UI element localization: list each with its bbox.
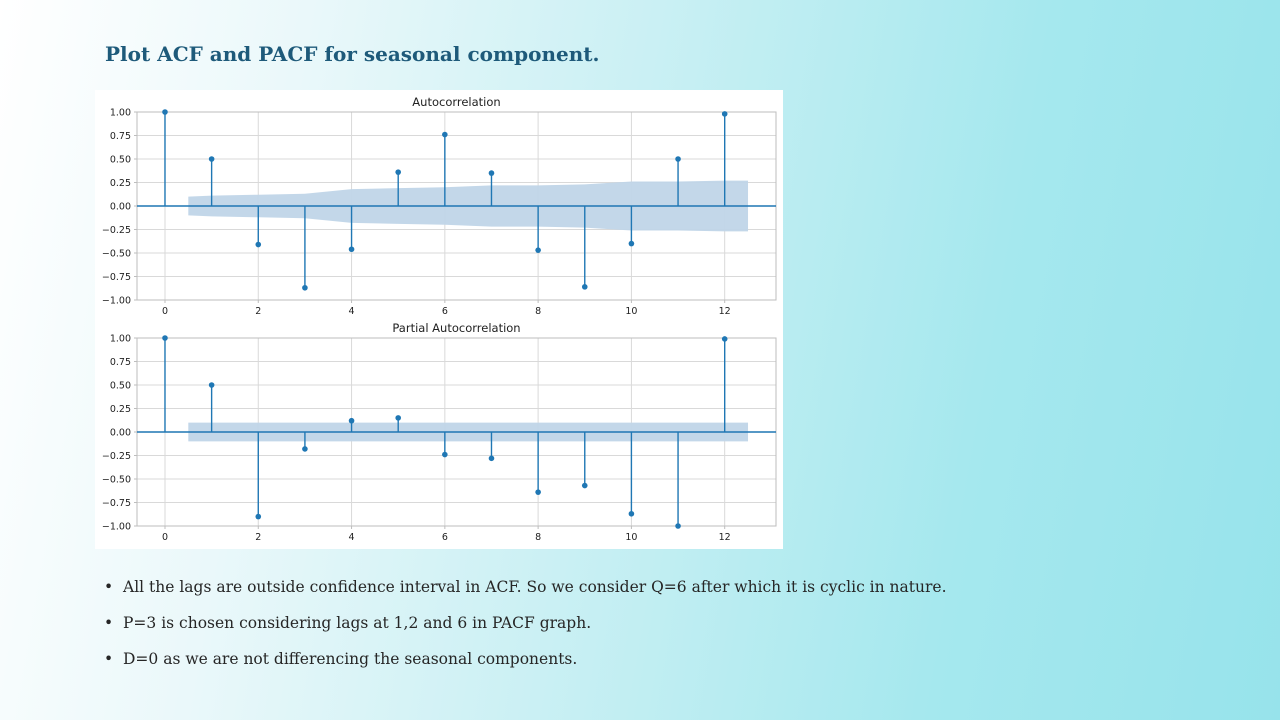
x-tick-label: 0: [162, 532, 168, 543]
stem-marker: [488, 170, 495, 176]
x-tick-label: 2: [255, 532, 261, 543]
y-tick-label: −1.00: [102, 296, 131, 307]
y-tick-label: −0.25: [102, 225, 131, 236]
stem-marker: [348, 246, 355, 253]
stem-marker: [488, 455, 495, 462]
y-tick-label: 0.50: [110, 155, 131, 166]
y-tick-label: 0.25: [110, 178, 131, 189]
y-tick-label: −0.25: [102, 451, 131, 462]
stem-marker: [721, 111, 728, 117]
stem-marker: [395, 169, 401, 175]
stem-marker: [302, 284, 308, 291]
stem-marker: [581, 482, 588, 489]
bullet-text: P=3 is chosen considering lags at 1,2 an…: [123, 614, 592, 632]
y-tick-label: 0.75: [110, 131, 131, 142]
x-tick-label: 4: [349, 306, 355, 317]
bullet-list: • All the lags are outside confidence in…: [104, 578, 1104, 686]
stem-marker: [442, 451, 448, 458]
acf-pacf-figure: Autocorrelation 0 2 4 6 8 10 12 1.00 0.75 0.50 0.25…: [95, 90, 783, 549]
y-tick-label: 0.00: [110, 202, 131, 213]
slide-title: Plot ACF and PACF for seasonal component…: [105, 42, 600, 66]
chart-title: Partial Autocorrelation: [392, 321, 520, 335]
pacf-panel: Partial Autocorrelation 0 2 4 6 8 10 12 1.00 0.75…: [102, 321, 777, 543]
stem-marker: [535, 489, 541, 495]
y-tick-label: −1.00: [102, 522, 131, 533]
stem-marker: [581, 284, 588, 290]
y-tick-label: 0.25: [110, 404, 131, 415]
stem-marker: [628, 240, 635, 247]
y-tick-label: −0.75: [102, 498, 131, 509]
stem-marker: [721, 336, 728, 342]
stem-marker: [162, 335, 168, 341]
stem-marker: [628, 510, 635, 517]
x-tick-label: 0: [162, 306, 168, 317]
acf-panel: Autocorrelation 0 2 4 6 8 10 12 1.00 0.75 0.50 0.25…: [102, 95, 777, 317]
x-tick-label: 8: [535, 306, 541, 317]
stem-marker: [395, 415, 401, 421]
stem-marker: [302, 446, 308, 452]
stem-marker: [535, 247, 541, 253]
stem-marker: [442, 131, 448, 138]
acf-pacf-svg: Autocorrelation 0 2 4 6 8 10 12 1.00 0.75 0.50 0.25…: [102, 95, 777, 543]
y-tick-label: −0.75: [102, 272, 131, 283]
y-tick-label: 1.00: [110, 334, 131, 345]
y-tick-label: 0.75: [110, 357, 131, 368]
bullet-text: All the lags are outside confidence inte…: [123, 578, 947, 596]
x-tick-label: 8: [535, 532, 541, 543]
stem-marker: [162, 109, 168, 115]
y-tick-label: 0.00: [110, 428, 131, 439]
chart-title: Autocorrelation: [412, 95, 500, 109]
y-tick-label: −0.50: [102, 475, 131, 486]
x-tick-label: 12: [719, 532, 731, 543]
bullet-marker: •: [104, 614, 114, 632]
bullet-item: • All the lags are outside confidence in…: [104, 578, 1104, 596]
stem-marker: [208, 382, 215, 388]
y-tick-label: 1.00: [110, 108, 131, 119]
y-tick-label: 0.50: [110, 381, 131, 392]
x-tick-label: 12: [719, 306, 731, 317]
x-tick-label: 10: [625, 306, 637, 317]
bullet-item: • P=3 is chosen considering lags at 1,2 …: [104, 614, 1104, 632]
stem-marker: [255, 513, 262, 520]
bullet-marker: •: [104, 650, 114, 668]
x-tick-label: 2: [255, 306, 261, 317]
bullet-text: D=0 as we are not differencing the seaso…: [123, 650, 578, 668]
x-tick-label: 4: [349, 532, 355, 543]
stem-marker: [675, 156, 681, 162]
stem-marker: [255, 241, 262, 248]
x-tick-label: 10: [625, 532, 637, 543]
stem-marker: [208, 156, 215, 162]
stem-marker: [348, 417, 355, 424]
stem-marker: [675, 523, 681, 529]
x-tick-label: 6: [442, 306, 448, 317]
bullet-marker: •: [104, 578, 114, 596]
x-tick-label: 6: [442, 532, 448, 543]
bullet-item: • D=0 as we are not differencing the sea…: [104, 650, 1104, 668]
y-tick-label: −0.50: [102, 249, 131, 260]
